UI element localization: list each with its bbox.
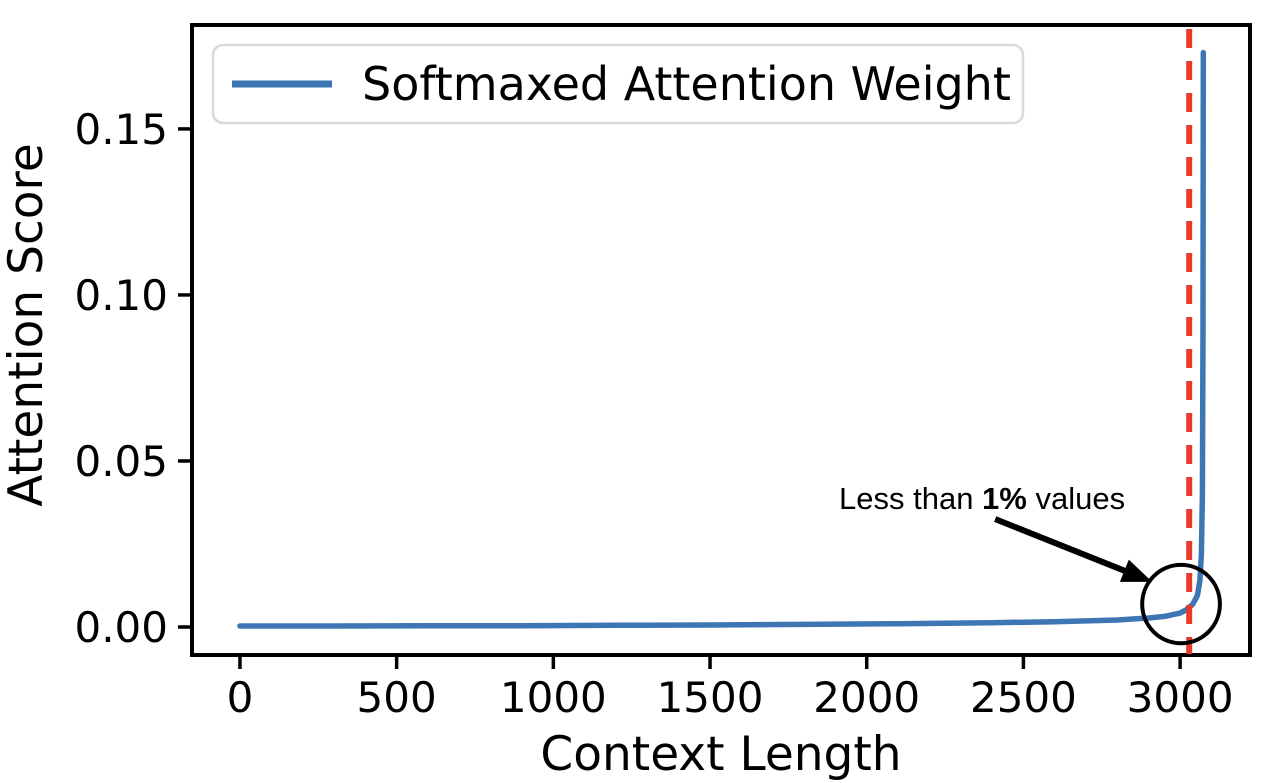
y-axis-label: Attention Score [0, 143, 54, 507]
legend-label: Softmaxed Attention Weight [362, 57, 1011, 111]
annotation-text: Less than 1% values [839, 481, 1125, 516]
annotation-arrow [994, 516, 1130, 575]
y-tick-label: 0.00 [74, 603, 168, 652]
plot-border [190, 23, 1252, 657]
y-tick-label: 0.15 [74, 105, 168, 154]
y-tick-label: 0.10 [74, 271, 168, 320]
x-tick-label: 3000 [1127, 673, 1234, 722]
annotation-circle [1140, 562, 1222, 646]
x-tick-label: 1500 [657, 673, 764, 722]
x-tick-label: 500 [357, 673, 437, 722]
x-tick-label: 1000 [500, 673, 607, 722]
x-tick-label: 2000 [813, 673, 920, 722]
x-tick-label: 0 [227, 673, 254, 722]
x-axis-label: Context Length [540, 727, 901, 782]
y-tick-label: 0.05 [74, 437, 168, 486]
annotation-arrowhead [1119, 559, 1153, 582]
x-tick-label: 2500 [970, 673, 1077, 722]
legend-box [211, 43, 1025, 125]
attention-curve [237, 49, 1207, 629]
